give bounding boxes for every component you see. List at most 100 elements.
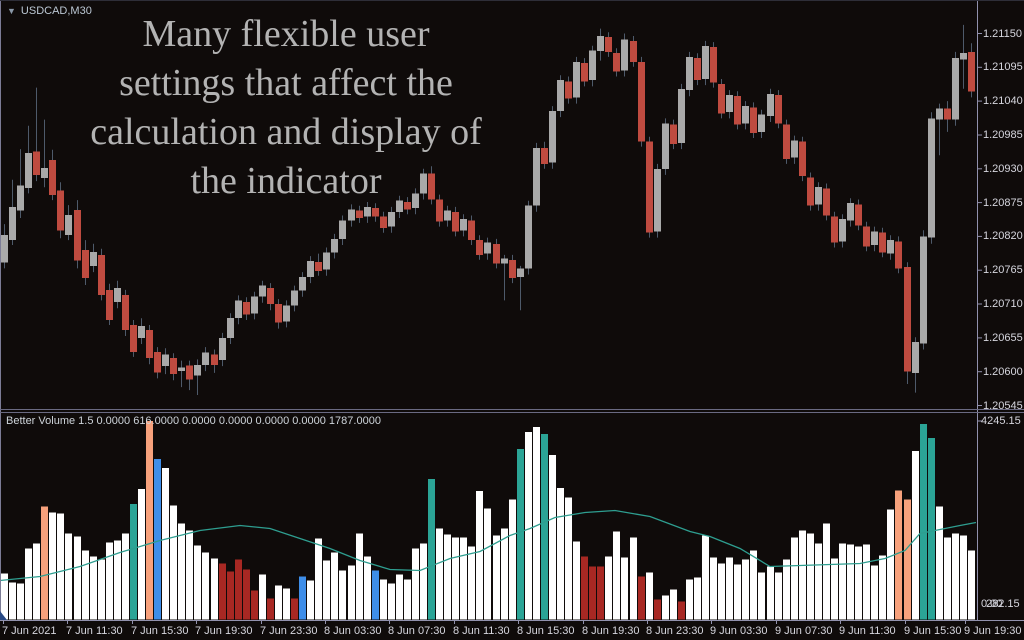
candle-body — [468, 220, 475, 241]
candle-body — [686, 56, 693, 91]
candle-body — [356, 210, 363, 218]
volume-bar — [541, 434, 548, 620]
indicator-values-label: Better Volume 1.5 0.0000 616.0000 0.0000… — [6, 415, 381, 427]
candlestick-series[interactable] — [1, 24, 975, 395]
volume-bar — [90, 556, 97, 620]
candle-body — [194, 364, 201, 376]
candle-body — [227, 318, 234, 338]
volume-bar — [364, 556, 371, 620]
time-axis-label: 8 Jun 07:30 — [388, 625, 446, 637]
candle-body — [968, 51, 975, 92]
price-axis-label: 1.20545 — [983, 399, 1023, 412]
volume-bar — [307, 580, 314, 620]
volume-bar — [630, 537, 637, 620]
volume-bar — [1, 573, 8, 620]
volume-bar — [122, 533, 129, 620]
volume-bar — [839, 543, 846, 620]
candle-body — [460, 219, 467, 231]
volume-bar — [114, 540, 121, 620]
volume-bar — [339, 570, 346, 620]
candle-body — [742, 106, 749, 124]
symbol-label: ▼ USDCAD,M30 — [7, 5, 92, 17]
volume-histogram[interactable] — [1, 421, 975, 620]
time-axis-label: 7 Jun 15:30 — [131, 625, 189, 637]
volume-bar — [944, 537, 951, 620]
volume-bar — [533, 427, 540, 620]
price-axis-label: 1.20710 — [983, 298, 1023, 311]
watermark-text-line: settings that affect the — [119, 62, 453, 104]
time-axis-label: 9 Jun 03:30 — [710, 625, 768, 637]
candle-body — [323, 252, 330, 270]
candle-body — [178, 367, 185, 372]
volume-bar — [799, 530, 806, 620]
volume-bar — [823, 523, 830, 620]
time-axis-label: 8 Jun 15:30 — [517, 625, 575, 637]
volume-bar — [82, 550, 89, 620]
candle-body — [573, 61, 580, 98]
volume-bar — [33, 543, 40, 620]
volume-bar — [315, 538, 322, 620]
volume-bar — [928, 438, 935, 620]
candle-body — [501, 258, 508, 264]
candle-body — [807, 177, 814, 206]
candle-body — [372, 208, 379, 217]
volume-bar — [565, 497, 572, 620]
volume-bar — [597, 566, 604, 620]
candle-body — [275, 304, 282, 323]
candle-body — [541, 147, 548, 164]
volume-bar — [589, 566, 596, 620]
volume-bar — [815, 543, 822, 620]
volume-bar — [235, 559, 242, 620]
candle-body — [82, 249, 89, 279]
time-axis-label: 8 Jun 11:30 — [453, 625, 510, 637]
candle-body — [211, 354, 218, 365]
volume-bar — [323, 560, 330, 620]
volume-bar — [130, 504, 137, 620]
volume-bar — [275, 585, 282, 620]
volume-bar — [484, 508, 491, 620]
volume-bar — [178, 523, 185, 620]
candle-body — [380, 216, 387, 228]
volume-bar — [243, 569, 250, 620]
volume-bar — [686, 579, 693, 620]
candle-body — [895, 241, 902, 269]
time-axis-label: 7 Jun 19:30 — [195, 625, 253, 637]
volume-bar — [452, 537, 459, 620]
volume-bar — [283, 588, 290, 620]
candle-body — [122, 294, 129, 330]
volume-bar — [613, 531, 620, 620]
candle-body — [847, 203, 854, 221]
watermark-text: Many flexible user settings that affect t… — [0, 10, 572, 206]
volume-bar — [468, 546, 475, 620]
volume-bar — [444, 534, 451, 620]
candle-body — [960, 53, 967, 60]
volume-bar — [734, 564, 741, 620]
time-axis-label: 9 Jun 19:30 — [964, 625, 1022, 637]
candle-body — [630, 40, 637, 62]
candle-body — [952, 58, 959, 120]
volume-bar — [41, 506, 48, 620]
volume-axis-label: 4245.15 — [981, 415, 1021, 427]
candle-body — [662, 123, 669, 169]
candle-body — [605, 37, 612, 52]
candle-body — [412, 193, 419, 209]
volume-bar — [267, 598, 274, 620]
candle-body — [670, 124, 677, 145]
volume-bar — [25, 548, 32, 620]
volume-bar — [525, 432, 532, 620]
candle-body — [581, 63, 588, 82]
candle-body — [17, 185, 24, 211]
volume-bar — [259, 574, 266, 620]
volume-bar — [855, 546, 862, 620]
volume-bar — [501, 528, 508, 620]
volume-bar — [98, 559, 105, 620]
candle-body — [557, 80, 564, 111]
volume-bar — [807, 533, 814, 620]
volume-bar — [380, 579, 387, 620]
candle-body — [267, 288, 274, 305]
volume-bar — [573, 541, 580, 620]
price-axis-label: 1.21095 — [983, 61, 1023, 74]
volume-bar — [299, 576, 306, 620]
chevron-down-icon[interactable]: ▼ — [7, 6, 16, 16]
